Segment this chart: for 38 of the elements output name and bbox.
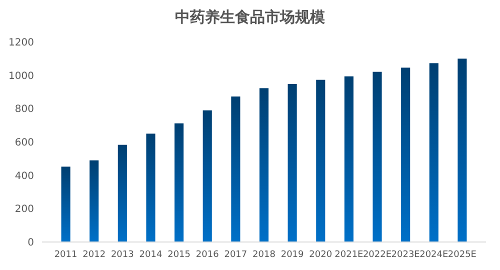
x-tick-label: 2015 [168,250,191,260]
x-tick-label: 2017 [224,250,248,260]
bar [458,58,467,242]
bar [202,110,212,242]
y-tick-label: 1200 [8,38,34,48]
bar [61,166,70,242]
bar [429,63,438,242]
x-tick-label: 2021E [334,250,364,260]
bar [344,76,354,242]
bar [90,160,99,242]
bar [372,72,382,242]
x-tick-label: 2018 [252,250,276,260]
y-tick-label: 1000 [8,70,34,82]
bar [146,134,156,242]
x-tick-label: 2012 [82,250,106,260]
x-tick-label: 2020 [309,250,332,260]
y-tick-label: 600 [14,138,34,148]
bar [316,80,326,242]
y-tick-label: 0 [28,238,34,248]
x-tick-label: 2024E [420,250,449,260]
x-tick-label: 2011 [54,250,78,260]
y-tick-label: 800 [14,104,34,116]
bar [118,144,127,242]
x-tick-label: 2022E [362,250,392,260]
bar [288,84,297,242]
x-tick-label: 2016 [196,250,220,260]
x-tick-label: 2025E [448,250,477,260]
x-tick-label: 2023E [391,250,420,260]
bar [401,68,410,242]
x-tick-label: 2013 [110,250,134,260]
chart-title: 中药养生食品市场规模 [175,8,326,26]
bar [231,96,240,242]
y-tick-label: 400 [14,170,34,182]
y-tick-label: 200 [14,204,34,216]
bar [174,123,184,242]
x-tick-label: 2019 [280,250,304,260]
x-tick-label: 2014 [139,250,162,260]
bar [259,88,269,242]
